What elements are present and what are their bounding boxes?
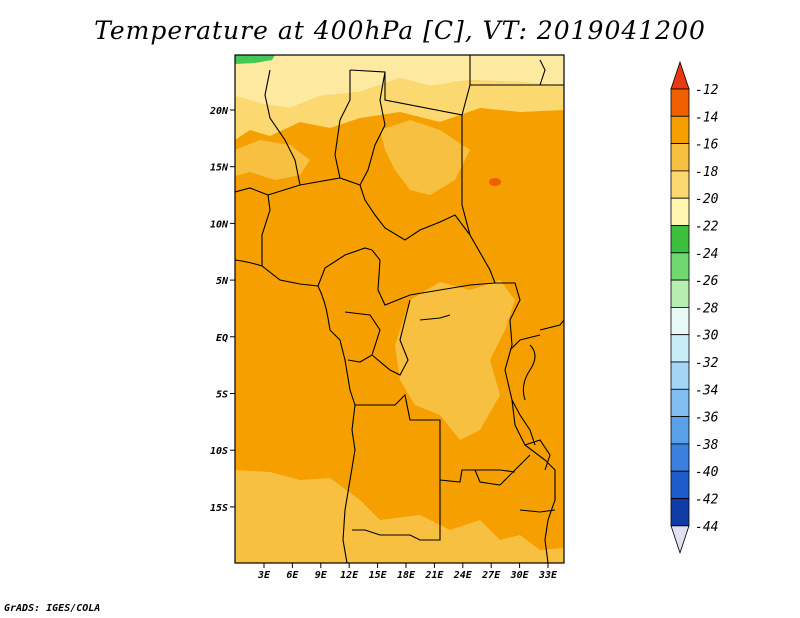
- colorbar-swatch: [670, 115, 690, 145]
- lat-tick-label: EQ: [216, 333, 228, 344]
- colorbar-top-arrow: [670, 60, 690, 90]
- colorbar-swatch: [670, 225, 690, 254]
- colorbar-label: -32: [695, 356, 719, 371]
- temperature-field-cool: [235, 78, 564, 140]
- longitude-axis: 3E 6E 9E 12E 15E 18E 21E 24E 27E 30E 33E: [257, 563, 558, 581]
- lat-tick-label: 15N: [210, 163, 229, 174]
- colorbar-swatch: [670, 279, 690, 308]
- colorbar-swatch: [670, 306, 690, 336]
- lat-tick-label: 10N: [210, 219, 229, 230]
- colorbar: -12 -14 -16 -18 -20 -22 -24 -26 -28 -30 -32 -34 -36 -…: [670, 60, 719, 555]
- colorbar-label: -34: [695, 383, 718, 398]
- colorbar-swatch: [670, 197, 690, 226]
- lon-tick-label: 27E: [481, 570, 501, 581]
- lon-tick-label: 12E: [340, 570, 359, 581]
- map-frame: [234, 54, 565, 564]
- lon-tick-label: 30E: [510, 570, 530, 581]
- chart-title: Temperature at 400hPa [C], VT: 201904120…: [94, 16, 706, 45]
- colorbar-label: -16: [695, 138, 719, 153]
- colorbar-label: -40: [695, 465, 719, 480]
- lat-tick-label: 15S: [210, 503, 228, 514]
- temperature-field-moderate-south: [235, 470, 564, 563]
- lon-tick-label: 33E: [538, 570, 558, 581]
- temperature-field-warm-core: [489, 178, 501, 186]
- country-borders: [235, 55, 564, 563]
- colorbar-swatch: [670, 334, 690, 363]
- footer-credit: GrADS: IGES/COLA: [4, 603, 101, 614]
- latitude-axis: 20N 15N 10N 5N EQ 5S 10S 15S: [209, 106, 235, 514]
- colorbar-bottom-arrow: [670, 525, 690, 555]
- colorbar-label: -36: [695, 411, 719, 426]
- temperature-field-moderate-west: [235, 140, 310, 180]
- colorbar-label: -20: [695, 192, 719, 207]
- colorbar-swatch: [670, 470, 690, 499]
- lat-tick-label: 5S: [216, 390, 228, 401]
- colorbar-swatch: [670, 143, 690, 172]
- colorbar-swatch: [670, 252, 690, 281]
- lon-tick-label: 15E: [369, 570, 388, 581]
- lon-tick-label: 6E: [286, 570, 299, 581]
- colorbar-label: -22: [695, 220, 719, 235]
- lon-tick-label: 24E: [453, 570, 473, 581]
- colorbar-label: -28: [695, 301, 719, 316]
- lon-tick-label: 18E: [397, 570, 416, 581]
- lat-tick-label: 10S: [210, 446, 228, 457]
- colorbar-swatch: [670, 416, 690, 445]
- colorbar-swatch: [670, 88, 690, 117]
- colorbar-swatch: [670, 388, 690, 417]
- lon-tick-label: 21E: [424, 570, 444, 581]
- colorbar-label: -44: [695, 520, 718, 535]
- lat-tick-label: 5N: [216, 276, 229, 287]
- colorbar-swatch: [670, 361, 690, 390]
- lat-tick-label: 20N: [209, 106, 229, 117]
- colorbar-label: -30: [695, 329, 719, 344]
- temperature-field-cooler: [235, 55, 564, 108]
- temperature-field-coldest: [235, 55, 275, 64]
- lon-tick-label: 9E: [315, 570, 328, 581]
- colorbar-label: -26: [695, 274, 719, 289]
- colorbar-label: -38: [695, 438, 719, 453]
- colorbar-label: -12: [695, 83, 719, 98]
- lon-tick-label: 3E: [257, 570, 271, 581]
- colorbar-label: -14: [695, 110, 718, 125]
- colorbar-label: -18: [695, 165, 719, 180]
- map-plot-area: [235, 55, 564, 563]
- temperature-field-moderate-north: [380, 120, 470, 195]
- colorbar-swatch: [670, 170, 690, 199]
- colorbar-swatch: [670, 443, 690, 472]
- colorbar-label: -42: [695, 493, 719, 508]
- colorbar-swatch: [670, 498, 690, 527]
- colorbar-label: -24: [695, 247, 718, 262]
